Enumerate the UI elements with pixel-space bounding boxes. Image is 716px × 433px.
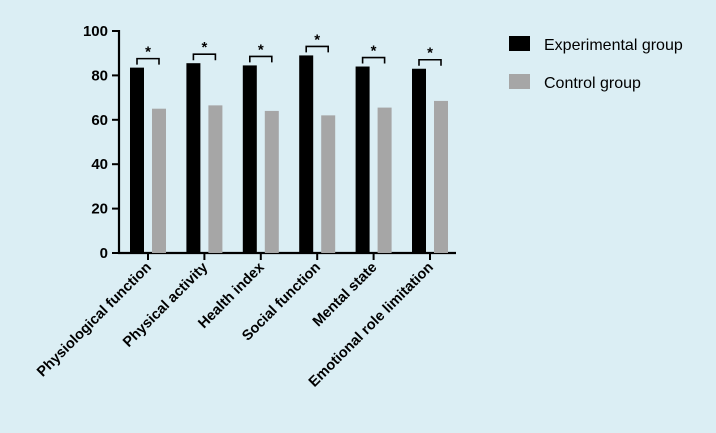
legend-label: Experimental group [544,37,683,54]
significance-bracket [361,56,386,64]
bar-experimental [299,55,314,253]
bar-experimental [412,68,426,254]
significance-bracket [249,55,273,63]
y-tick-label: 80 [91,67,108,84]
legend-swatch [509,36,530,51]
bar-control [434,100,448,254]
legend-label: Control group [544,75,641,92]
bar-control [321,115,336,253]
significance-label: * [427,45,433,62]
y-tick-label: 40 [91,156,108,173]
significance-label: * [201,39,207,56]
y-tick-label: 100 [83,23,108,40]
significance-bracket [305,45,329,53]
significance-label: * [258,41,264,58]
y-tick-label: 60 [91,112,108,129]
bar-control [208,105,223,254]
y-tick-label: 20 [91,201,108,218]
bar-experimental [186,63,201,253]
bar-control [377,107,392,253]
x-category-label: Physiological function [34,260,155,381]
y-tick-label: 0 [100,245,108,262]
bar-experimental [355,66,370,254]
significance-label: * [314,31,320,48]
significance-label: * [371,43,377,60]
bar-control [264,110,279,253]
significance-bracket [418,58,442,66]
significance-label: * [145,44,151,61]
bar-experimental [130,67,144,253]
legend-swatch [509,74,530,89]
bar-experimental [242,65,257,253]
significance-bracket [192,53,217,61]
significance-bracket [136,57,160,65]
bar-control [152,108,166,253]
